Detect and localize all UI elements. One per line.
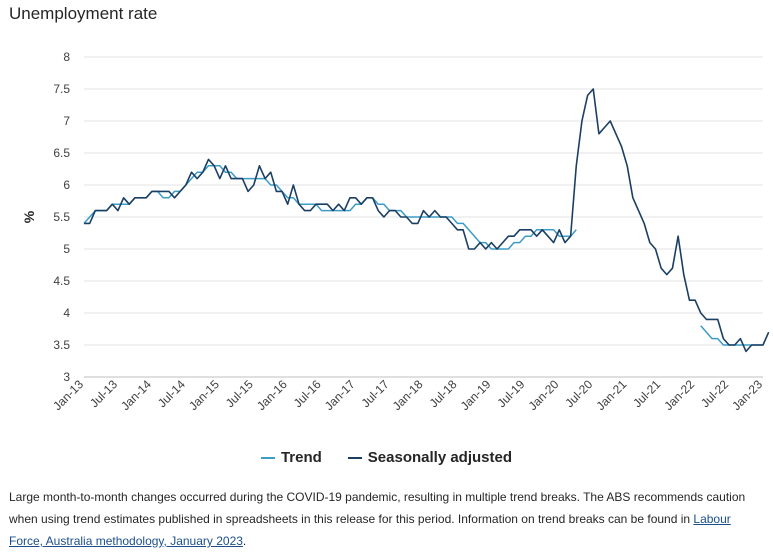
chart-title: Unemployment rate bbox=[9, 4, 158, 23]
y-tick-label: 4.5 bbox=[53, 274, 70, 288]
x-tick-label: Jan-14 bbox=[118, 377, 154, 413]
x-tick-label: Jul-19 bbox=[494, 377, 527, 410]
y-tick-label: 3 bbox=[63, 370, 70, 384]
y-tick-label: 5 bbox=[63, 242, 70, 256]
footnote-suffix: . bbox=[242, 534, 247, 548]
legend-label-seasonally-adjusted: Seasonally adjusted bbox=[367, 449, 513, 466]
x-tick-label: Jan-15 bbox=[186, 377, 222, 413]
grid-lines bbox=[84, 56, 763, 378]
y-axis-label: % bbox=[21, 210, 37, 223]
x-tick-label: Jul-20 bbox=[562, 377, 595, 410]
series-lines bbox=[83, 88, 770, 353]
x-tick-label: Jul-15 bbox=[223, 377, 256, 410]
x-tick-label: Jul-21 bbox=[630, 377, 663, 410]
y-tick-label: 8 bbox=[63, 50, 70, 64]
x-tick-label: Jan-18 bbox=[390, 377, 426, 413]
x-tick-label: Jul-13 bbox=[87, 377, 120, 410]
series-line-trend-2 bbox=[700, 325, 763, 346]
x-tick-label: Jan-16 bbox=[254, 377, 290, 413]
y-tick-label: 7.5 bbox=[53, 82, 70, 96]
x-tick-label: Jan-19 bbox=[458, 377, 494, 413]
y-tick-label: 6.5 bbox=[53, 146, 70, 160]
x-tick-label: Jan-21 bbox=[593, 377, 629, 413]
footnote: Large month-to-month changes occurred du… bbox=[9, 486, 765, 552]
footnote-text: Large month-to-month changes occurred du… bbox=[9, 490, 746, 526]
y-axis-ticks: 3 3.5 4 4.5 5 5.5 6 6.5 7 7.5 8 bbox=[53, 50, 70, 384]
legend-swatch-seasonally-adjusted bbox=[347, 456, 362, 459]
line-chart: 3 3.5 4 4.5 5 5.5 6 6.5 7 7.5 8 Jan-13 Jul-13Jan-14… bbox=[21, 50, 770, 413]
x-tick-label: Jul-22 bbox=[698, 377, 731, 410]
x-tick-label: Jul-14 bbox=[155, 377, 188, 410]
x-tick-label: Jul-18 bbox=[427, 377, 460, 410]
methodology-link[interactable]: Labour Force, Australia methodology, Jan… bbox=[9, 512, 731, 548]
series-line-trend-1 bbox=[83, 165, 577, 250]
y-tick-label: 5.5 bbox=[53, 210, 70, 224]
x-tick-label: Jan-17 bbox=[322, 377, 358, 413]
x-tick-label: Jan-20 bbox=[526, 377, 562, 413]
x-tick-label: Jan-23 bbox=[729, 377, 765, 413]
chart-legend: Trend Seasonally adjusted bbox=[0, 449, 773, 466]
series-line-seasonally-adjusted-1 bbox=[84, 88, 770, 353]
y-tick-label: 7 bbox=[63, 114, 70, 128]
y-tick-label: 6 bbox=[63, 178, 70, 192]
x-tick-label: Jul-17 bbox=[359, 377, 392, 410]
x-tick-label: Jul-16 bbox=[291, 377, 324, 410]
legend-item-trend[interactable]: Trend bbox=[260, 449, 322, 466]
legend-item-seasonally-adjusted[interactable]: Seasonally adjusted bbox=[347, 449, 513, 466]
legend-swatch-trend bbox=[260, 456, 275, 459]
legend-label-trend: Trend bbox=[280, 449, 322, 466]
x-tick-label: Jan-22 bbox=[661, 377, 697, 413]
y-tick-label: 4 bbox=[63, 306, 70, 320]
y-tick-label: 3.5 bbox=[53, 338, 70, 352]
